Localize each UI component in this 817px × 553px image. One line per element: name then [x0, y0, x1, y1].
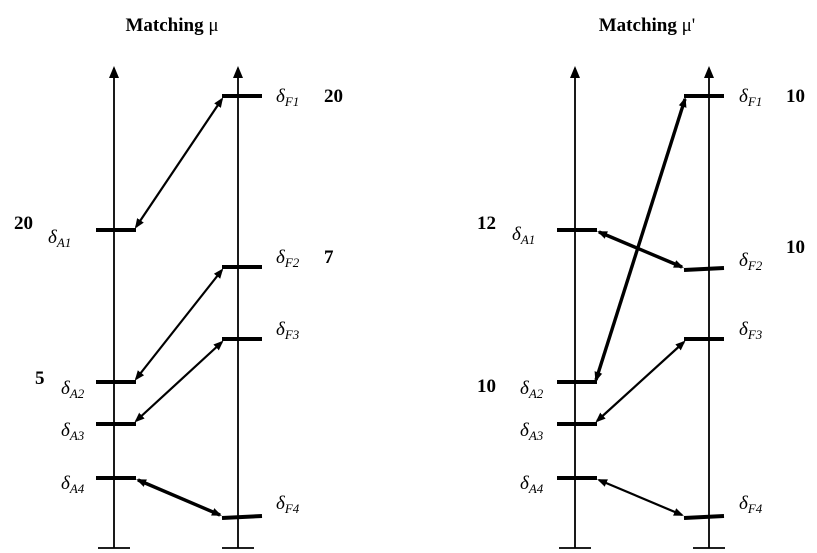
- panel-1-label-a2-sub: A2: [69, 386, 85, 401]
- panel-2-tick-f4: [683, 514, 725, 520]
- panel-1-label-f4: δF4: [276, 493, 300, 516]
- panel-1-tick-f4: [221, 514, 263, 520]
- panel-1-label-f2-sub: F2: [284, 255, 300, 270]
- panel-1-label-f2-symbol: δ: [276, 247, 286, 268]
- panel-1-value-f2: 7: [324, 247, 334, 268]
- panel-1-label-f3: δF3: [276, 319, 300, 342]
- panel-2-label-f1-sub: F1: [747, 94, 762, 109]
- panel-2-label-a1-symbol: δ: [512, 224, 522, 245]
- panel-1-label-f1: δF1: [276, 86, 299, 109]
- panel-2-label-f3-sub: F3: [747, 327, 763, 342]
- panel-1-title-symbol: μ: [208, 15, 218, 36]
- panel-1-label-a3-sub: A3: [69, 428, 85, 443]
- panel-1-label-a3-symbol: δ: [61, 420, 71, 441]
- panel-1-label-f4-sub: F4: [284, 501, 300, 516]
- panel-2-title-symbol: μ': [682, 15, 696, 36]
- panel-2-label-a4-sub: A4: [528, 481, 544, 496]
- panel-2-title: Matching μ': [599, 15, 695, 36]
- panel-1-match-a3-f3: [134, 340, 224, 423]
- panel-2-label-f3: δF3: [739, 319, 763, 342]
- panel-2-label-a2: δA2: [520, 378, 544, 401]
- panel-1-label-f1-symbol: δ: [276, 86, 286, 107]
- panel-2-value-f2: 10: [786, 237, 805, 258]
- panel-2-label-a1: δA1: [512, 224, 535, 247]
- panel-1-match-a2-f2: [134, 268, 224, 381]
- panel-2-label-f2-sub: F2: [747, 258, 763, 273]
- panel-1-label-a2-symbol: δ: [61, 378, 71, 399]
- panel-2-label-f4-symbol: δ: [739, 493, 749, 514]
- panel-1-label-f2: δF2: [276, 247, 300, 270]
- panel-2-label-f4: δF4: [739, 493, 763, 516]
- panel-2-value-f1: 10: [786, 86, 805, 107]
- panel-2-label-a4-symbol: δ: [520, 473, 530, 494]
- panel-matching-mu-prime: Matching μ' 12 δA1 10 δA2 δA3 δA4 δF1 10…: [477, 15, 805, 549]
- panel-1-title-word: Matching: [125, 15, 204, 36]
- panel-2-match-a3-f3: [595, 340, 686, 423]
- panel-2-value-a1: 12: [477, 213, 496, 234]
- panel-2-label-a3: δA3: [520, 420, 544, 443]
- panel-1-label-a2: δA2: [61, 378, 85, 401]
- panel-2-label-a4: δA4: [520, 473, 544, 496]
- panel-2-label-a3-symbol: δ: [520, 420, 530, 441]
- panel-1-label-f4-symbol: δ: [276, 493, 286, 514]
- panel-1-label-f1-sub: F1: [284, 94, 299, 109]
- panel-1-label-a4: δA4: [61, 473, 85, 496]
- panel-2-label-f2-symbol: δ: [739, 250, 749, 271]
- panel-2-tick-f2: [683, 266, 725, 272]
- panel-2-label-a3-sub: A3: [528, 428, 544, 443]
- panel-2-label-f1: δF1: [739, 86, 762, 109]
- panel-2-label-a1-sub: A1: [520, 232, 535, 247]
- panel-2-label-a2-symbol: δ: [520, 378, 530, 399]
- panel-1-value-a2: 5: [35, 368, 45, 389]
- panel-2-match-a2-f1: [594, 97, 687, 382]
- panel-1-label-a3: δA3: [61, 420, 85, 443]
- panel-2-label-f4-sub: F4: [747, 501, 763, 516]
- panel-1-value-a1: 20: [14, 213, 33, 234]
- panel-2-label-f2: δF2: [739, 250, 763, 273]
- panel-2-match-a4-f4: [597, 478, 684, 517]
- panel-matching-mu: Matching μ 20 δA1 5 δA2 δA3 δA4 δF1 20 δ…: [14, 15, 343, 549]
- panel-1-match-a1-f1: [134, 97, 224, 229]
- panel-1-label-a1-symbol: δ: [48, 227, 58, 248]
- panel-2-label-f3-symbol: δ: [739, 319, 749, 340]
- panel-1-label-a1-sub: A1: [56, 235, 71, 250]
- panel-1-label-a4-symbol: δ: [61, 473, 71, 494]
- panel-1-match-a4-f4: [136, 478, 222, 517]
- panel-2-title-word: Matching: [599, 15, 678, 36]
- panel-1-label-f3-sub: F3: [284, 327, 300, 342]
- panel-1-label-f3-symbol: δ: [276, 319, 286, 340]
- panel-2-label-a2-sub: A2: [528, 386, 544, 401]
- panel-2-value-a2: 10: [477, 376, 496, 397]
- panel-1-label-a4-sub: A4: [69, 481, 85, 496]
- panel-1-title: Matching μ: [125, 15, 218, 36]
- panel-1-label-a1: δA1: [48, 227, 71, 250]
- panel-1-value-f1: 20: [324, 86, 343, 107]
- panel-2-label-f1-symbol: δ: [739, 86, 749, 107]
